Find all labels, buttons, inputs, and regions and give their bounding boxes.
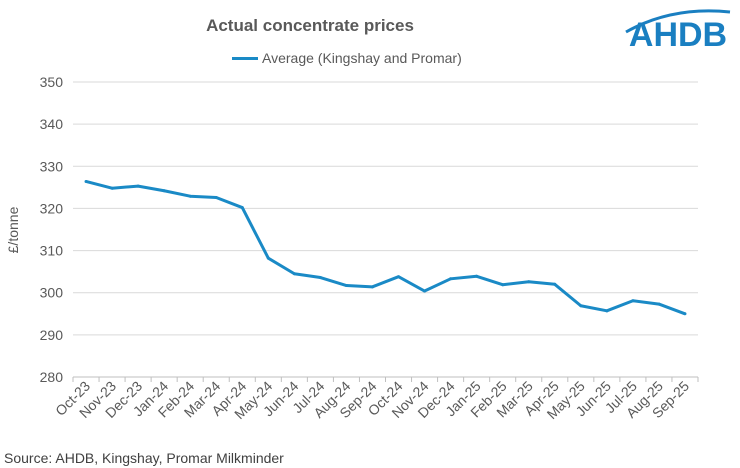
y-tick-label: 280 bbox=[40, 369, 64, 385]
y-tick-label: 320 bbox=[40, 200, 64, 216]
data-point bbox=[579, 304, 583, 308]
data-point bbox=[188, 194, 192, 198]
data-point bbox=[110, 186, 114, 190]
data-point bbox=[84, 179, 88, 183]
data-point bbox=[266, 256, 270, 260]
y-tick-label: 310 bbox=[40, 243, 64, 259]
data-point bbox=[605, 309, 609, 313]
data-point bbox=[475, 274, 479, 278]
data-point bbox=[657, 302, 661, 306]
series-line bbox=[85, 180, 686, 316]
data-point bbox=[449, 277, 453, 281]
data-point bbox=[136, 184, 140, 188]
data-point bbox=[240, 206, 244, 210]
chart-title: Actual concentrate prices bbox=[206, 16, 414, 35]
data-point bbox=[683, 312, 687, 316]
y-tick-label: 290 bbox=[40, 327, 64, 343]
y-tick-label: 330 bbox=[40, 158, 64, 174]
source-note: Source: AHDB, Kingshay, Promar Milkminde… bbox=[4, 450, 284, 466]
data-point bbox=[527, 280, 531, 284]
data-point bbox=[214, 195, 218, 199]
data-point bbox=[423, 289, 427, 293]
data-point bbox=[162, 189, 166, 193]
data-point bbox=[292, 272, 296, 276]
data-point bbox=[631, 299, 635, 303]
legend-label: Average (Kingshay and Promar) bbox=[262, 50, 462, 66]
data-point bbox=[501, 283, 505, 287]
svg-text:AHDB: AHDB bbox=[629, 16, 727, 54]
legend-swatch bbox=[232, 56, 258, 60]
ahdb-logo: AHDB bbox=[625, 9, 731, 54]
data-point bbox=[344, 284, 348, 288]
data-point bbox=[318, 276, 322, 280]
y-tick-label: 300 bbox=[40, 285, 64, 301]
legend: Average (Kingshay and Promar) bbox=[232, 50, 462, 66]
data-point bbox=[397, 275, 401, 279]
data-point bbox=[370, 285, 374, 289]
data-point bbox=[553, 282, 557, 286]
y-tick-label: 340 bbox=[40, 116, 64, 132]
y-tick-label: 350 bbox=[40, 74, 64, 90]
